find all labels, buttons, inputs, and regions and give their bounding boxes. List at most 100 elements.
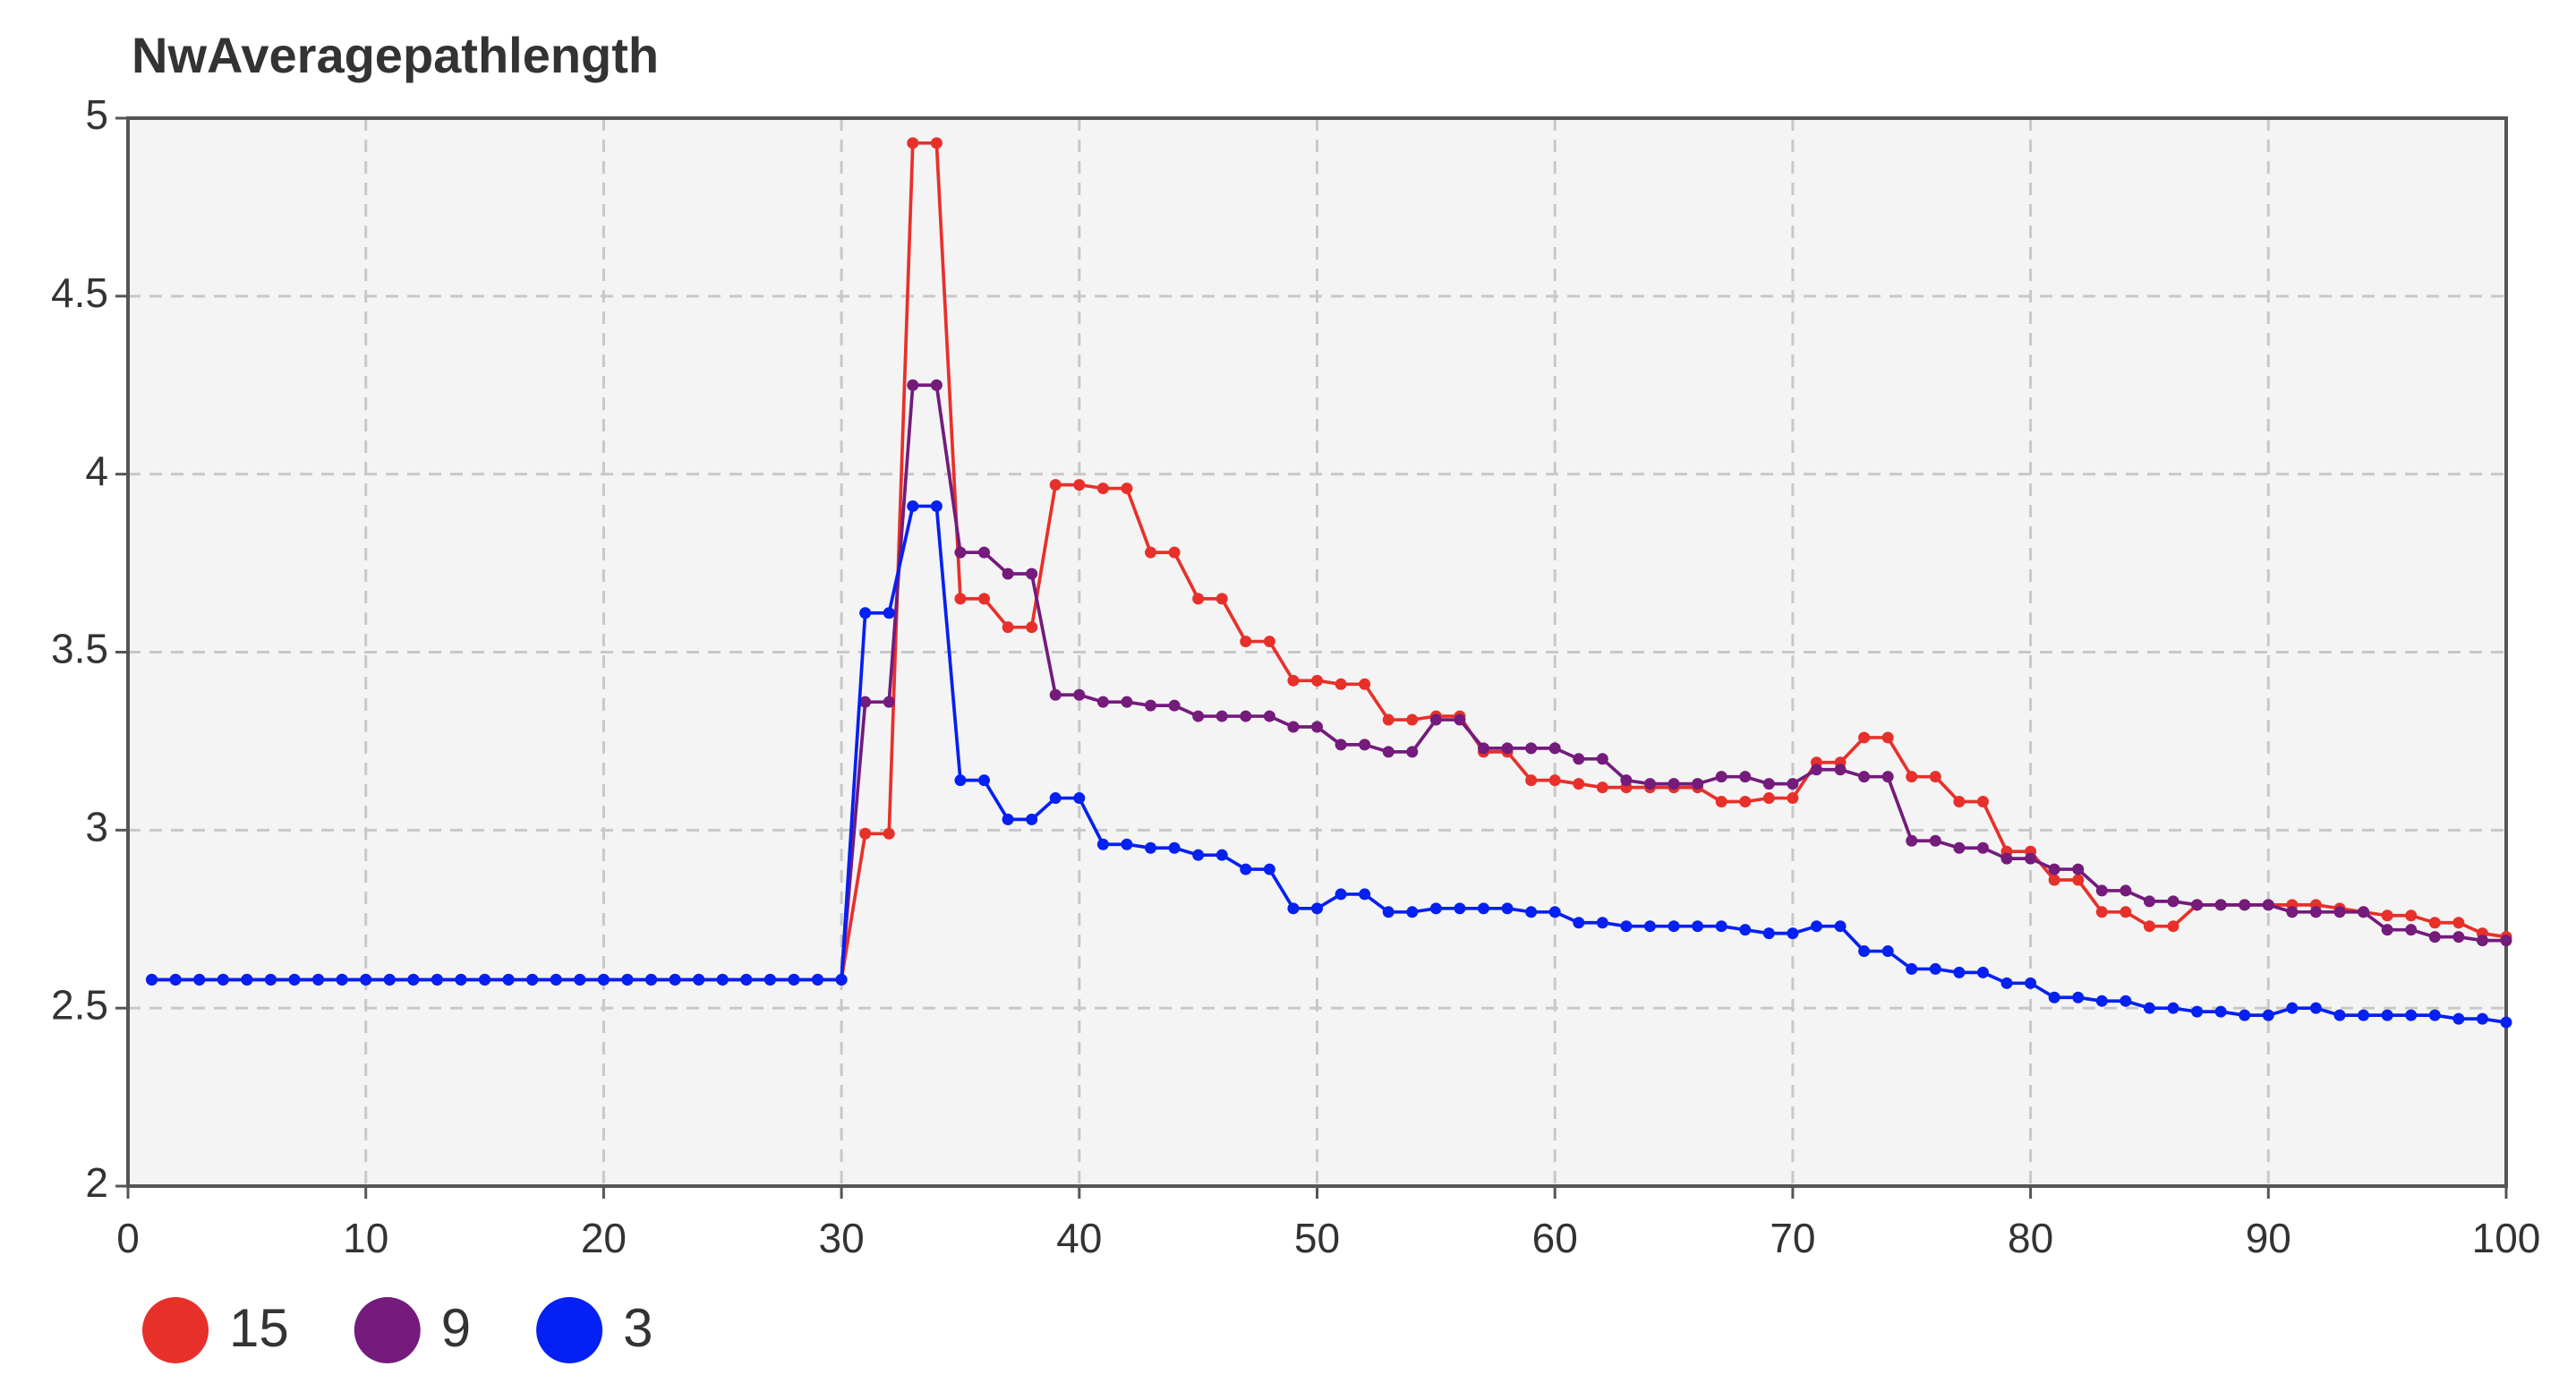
data-point	[1287, 721, 1300, 733]
data-point	[1049, 479, 1062, 491]
data-point	[907, 500, 919, 512]
data-point	[740, 973, 753, 986]
data-point	[1121, 483, 1133, 495]
data-point	[1026, 621, 1038, 634]
legend-label: 15	[229, 1298, 289, 1358]
data-point	[954, 546, 967, 559]
data-point	[383, 973, 396, 986]
data-point	[2072, 991, 2085, 1003]
data-point	[169, 973, 182, 986]
data-point	[1073, 479, 1086, 491]
data-point	[1477, 902, 1489, 915]
data-point	[1692, 778, 1704, 790]
data-point	[1573, 778, 1585, 790]
data-point	[2405, 924, 2418, 936]
data-point	[1787, 792, 1799, 805]
data-point	[1406, 713, 1419, 726]
y-tick-label: 2.5	[51, 981, 108, 1028]
data-point	[1263, 863, 1275, 875]
data-point	[1881, 771, 1894, 783]
data-point	[1858, 771, 1871, 783]
data-point	[1406, 906, 1419, 918]
data-point	[1477, 742, 1489, 755]
x-tick-label: 20	[581, 1215, 627, 1261]
data-point	[2095, 884, 2108, 897]
data-point	[1002, 621, 1014, 634]
data-point	[907, 137, 919, 149]
data-point	[2452, 917, 2465, 929]
data-point	[1739, 796, 1752, 808]
data-point	[550, 973, 562, 986]
data-point	[1406, 746, 1419, 758]
data-point	[1049, 688, 1062, 701]
data-point	[2239, 1009, 2251, 1021]
x-tick-label: 70	[1770, 1215, 1815, 1261]
data-point	[2120, 906, 2132, 918]
data-point	[1215, 710, 1228, 722]
data-point	[1359, 888, 1371, 901]
data-point	[1073, 792, 1086, 805]
data-point	[1881, 945, 1894, 958]
data-point	[2476, 1012, 2488, 1025]
data-point	[1287, 902, 1300, 915]
data-point	[716, 973, 729, 986]
legend-label: 9	[441, 1298, 471, 1358]
data-point	[479, 973, 491, 986]
data-point	[2095, 906, 2108, 918]
data-point	[1573, 753, 1585, 765]
data-point	[1096, 483, 1109, 495]
plot-border	[126, 116, 2508, 1188]
data-point	[1715, 920, 1727, 933]
data-point	[2262, 899, 2274, 911]
data-point	[1215, 593, 1228, 605]
data-point	[2381, 909, 2393, 922]
data-point	[2333, 906, 2346, 918]
data-point	[2452, 1012, 2465, 1025]
data-point	[621, 973, 634, 986]
data-point	[2167, 895, 2179, 908]
data-point	[1263, 710, 1275, 722]
data-point	[1240, 863, 1252, 875]
data-point	[336, 973, 348, 986]
data-point	[1287, 674, 1300, 687]
data-point	[1525, 774, 1538, 787]
data-point	[907, 379, 919, 391]
data-point	[1382, 906, 1395, 918]
data-point	[645, 973, 658, 986]
data-point	[1335, 739, 1347, 751]
data-point	[241, 973, 253, 986]
data-point	[1145, 699, 1157, 712]
legend-label: 3	[623, 1298, 653, 1358]
data-point	[1834, 920, 1847, 933]
data-point	[1596, 781, 1608, 794]
data-point	[1026, 813, 1038, 825]
data-point	[1596, 917, 1608, 929]
x-tick-label: 80	[2008, 1215, 2053, 1261]
x-tick-label: 0	[116, 1215, 140, 1261]
y-tick-label: 2	[85, 1159, 108, 1206]
data-point	[1953, 841, 1966, 854]
data-point	[1929, 962, 1941, 975]
data-point	[2000, 852, 2013, 865]
data-point	[2333, 1009, 2346, 1021]
data-point	[1525, 906, 1538, 918]
data-point	[1501, 742, 1514, 755]
data-point	[835, 973, 848, 986]
data-point	[883, 607, 895, 619]
data-point	[1026, 568, 1038, 580]
data-point	[2048, 874, 2060, 886]
data-point	[1263, 636, 1275, 648]
data-point	[788, 973, 800, 986]
data-point	[1787, 778, 1799, 790]
data-point	[2214, 1005, 2227, 1018]
data-point	[1906, 771, 1918, 783]
data-point	[2239, 899, 2251, 911]
data-point	[859, 696, 872, 708]
data-point	[2025, 977, 2037, 989]
data-point	[1096, 696, 1109, 708]
data-point	[1240, 710, 1252, 722]
y-tick-label: 3	[85, 803, 108, 850]
data-point	[930, 137, 943, 149]
legend-marker	[142, 1297, 209, 1363]
data-point	[1240, 636, 1252, 648]
